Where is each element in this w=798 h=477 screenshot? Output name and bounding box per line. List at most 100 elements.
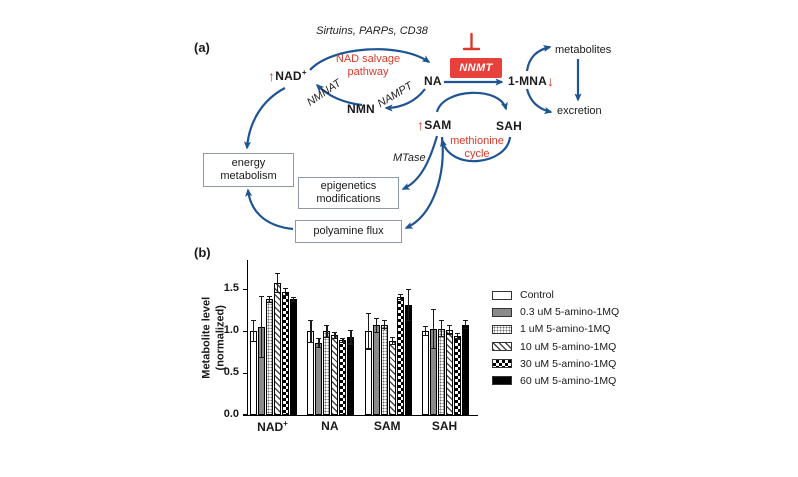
error-bar — [391, 337, 393, 346]
error-bar — [253, 320, 255, 343]
bar — [282, 291, 289, 415]
bar — [323, 331, 331, 415]
legend-swatch — [492, 290, 512, 300]
error-bar-cap — [405, 320, 411, 322]
nad-increase-arrow: ↑ — [268, 68, 276, 84]
arrow-na-to-nmn — [384, 88, 426, 112]
arrow-nmn-to-nad — [315, 83, 363, 107]
arrow-sah-to-sam — [440, 136, 512, 163]
error-bar-cap — [291, 300, 296, 302]
error-bar-cap — [251, 320, 256, 322]
error-bar-cap — [381, 328, 387, 330]
nnmt-box: NNMT — [450, 58, 502, 78]
arrow-polyamine-to-energy — [245, 188, 294, 231]
category-label: NAD+ — [243, 419, 303, 434]
error-bar-cap — [259, 296, 264, 298]
methionine-cycle-label: methionine cycle — [450, 135, 504, 160]
error-bar-cap — [446, 324, 452, 326]
nad-plus-sup: + — [301, 68, 307, 77]
bar — [404, 305, 412, 415]
error-bar-cap — [438, 335, 444, 338]
y-tick-label: 0.0 — [223, 408, 239, 420]
legend-label: 60 uM 5-amino-1MQ — [520, 374, 617, 387]
error-bar-cap — [389, 337, 395, 339]
sirtuins-parps-cd38-label: Sirtuins, PARPs, CD38 — [316, 25, 428, 37]
excretion-label: excretion — [557, 105, 602, 117]
legend-item: 0.3 uM 5-amino-1MQ — [492, 306, 619, 318]
error-bar — [399, 293, 401, 301]
error-bar-cap — [373, 317, 379, 319]
error-bar-cap — [308, 319, 314, 321]
arrow-sam-to-epigenetics — [401, 135, 439, 191]
bar — [266, 299, 273, 415]
error-bar — [310, 319, 312, 343]
inhibition-icon — [462, 32, 481, 51]
bar — [421, 331, 429, 415]
error-bar — [464, 320, 467, 329]
bar — [307, 331, 315, 415]
error-bar-cap — [348, 343, 354, 345]
bar — [315, 342, 323, 415]
error-bar — [456, 332, 459, 340]
nad-salvage-pathway-label: NAD salvage pathway — [335, 53, 401, 78]
error-bar-cap — [430, 308, 436, 310]
error-bar-cap — [275, 291, 280, 293]
nad-label: NAD — [275, 69, 302, 83]
arrow-mna-to-metabolites — [525, 44, 552, 72]
error-bar-cap — [332, 332, 338, 334]
arrow-sam-to-polyamine — [404, 136, 444, 230]
error-bar — [293, 296, 295, 302]
mna-label: 1-MNA — [508, 74, 547, 88]
metabolites-label: metabolites — [555, 44, 612, 56]
error-bar-cap — [291, 296, 296, 299]
legend-swatch — [492, 359, 512, 369]
error-bar — [432, 308, 435, 349]
error-bar-cap — [283, 294, 288, 296]
error-bar-cap — [251, 340, 256, 343]
error-bar-cap — [462, 320, 468, 322]
arrow-nad-to-na — [309, 48, 431, 71]
sam-node: ↑SAM — [417, 118, 451, 132]
bar — [461, 324, 469, 415]
legend-item: 1 uM 5-amino-1MQ — [492, 323, 619, 335]
legend-label: 10 uM 5-amino-1MQ — [520, 340, 617, 353]
legend-swatch — [492, 307, 512, 317]
error-bar-cap — [446, 333, 452, 335]
error-bar-cap — [462, 327, 468, 329]
error-bar — [350, 329, 352, 345]
error-bar-cap — [430, 347, 436, 349]
nad-node: ↑NAD+ — [268, 68, 307, 83]
epigenetics-modifications-box: epigenetics modifications — [298, 177, 399, 209]
legend-swatch — [492, 342, 512, 352]
bar — [380, 324, 388, 415]
bar — [437, 328, 445, 415]
error-bar-cap — [422, 326, 428, 328]
legend-swatch — [492, 376, 512, 386]
legend-label: 1 uM 5-amino-1MQ — [520, 323, 611, 336]
error-bar-cap — [267, 301, 272, 303]
error-bar-cap — [348, 329, 354, 331]
mna-decrease-arrow: ↓ — [547, 73, 555, 89]
error-bar — [342, 337, 344, 343]
bar — [396, 296, 404, 415]
mna-node: 1-MNA↓ — [508, 74, 554, 88]
error-bar — [424, 326, 427, 337]
y-tick-label: 1.0 — [223, 324, 239, 337]
chart-legend: Control 0.3 uM 5-amino-1MQ 1 uM 5-amino-1M… — [492, 289, 619, 387]
bar — [453, 336, 461, 415]
y-tick-mark — [243, 372, 247, 374]
error-bar — [277, 272, 279, 293]
category-label: SAM — [373, 419, 401, 433]
y-tick-label: 0.5 — [223, 366, 239, 379]
error-bar-cap — [405, 289, 411, 291]
panel-b-label: (b) — [194, 245, 211, 260]
na-label: NA — [424, 74, 442, 88]
error-bar-cap — [340, 341, 346, 343]
error-bar-cap — [454, 332, 460, 335]
error-bar-cap — [308, 341, 314, 343]
error-bar-cap — [259, 356, 264, 358]
arrow-mna-to-excretion — [525, 88, 553, 115]
legend-label: 0.3 uM 5-amino-1MQ — [520, 306, 620, 319]
panel-a-label: (a) — [194, 40, 210, 55]
sam-label: SAM — [424, 118, 452, 132]
